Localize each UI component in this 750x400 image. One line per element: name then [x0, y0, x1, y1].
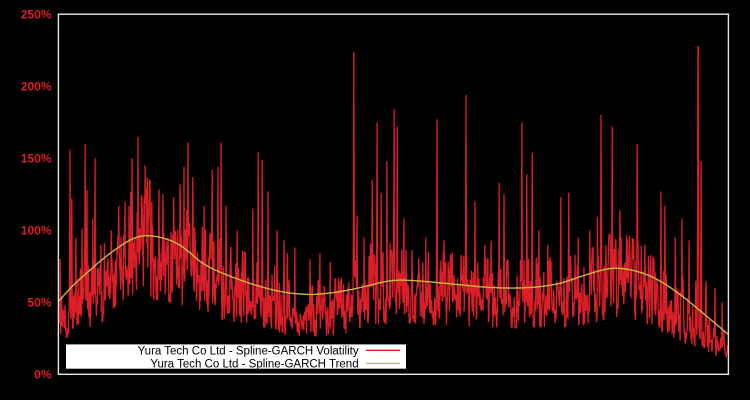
svg-text:0%: 0% [34, 368, 52, 382]
svg-text:250%: 250% [21, 8, 52, 22]
svg-text:100%: 100% [21, 224, 52, 238]
svg-text:Yura Tech Co Ltd - Spline-GARC: Yura Tech Co Ltd - Spline-GARCH Volatili… [138, 345, 359, 357]
svg-text:200%: 200% [21, 80, 52, 94]
svg-text:50%: 50% [27, 296, 51, 310]
svg-text:150%: 150% [21, 152, 52, 166]
svg-text:Yura Tech Co Ltd - Spline-GARC: Yura Tech Co Ltd - Spline-GARCH Trend [150, 359, 358, 371]
